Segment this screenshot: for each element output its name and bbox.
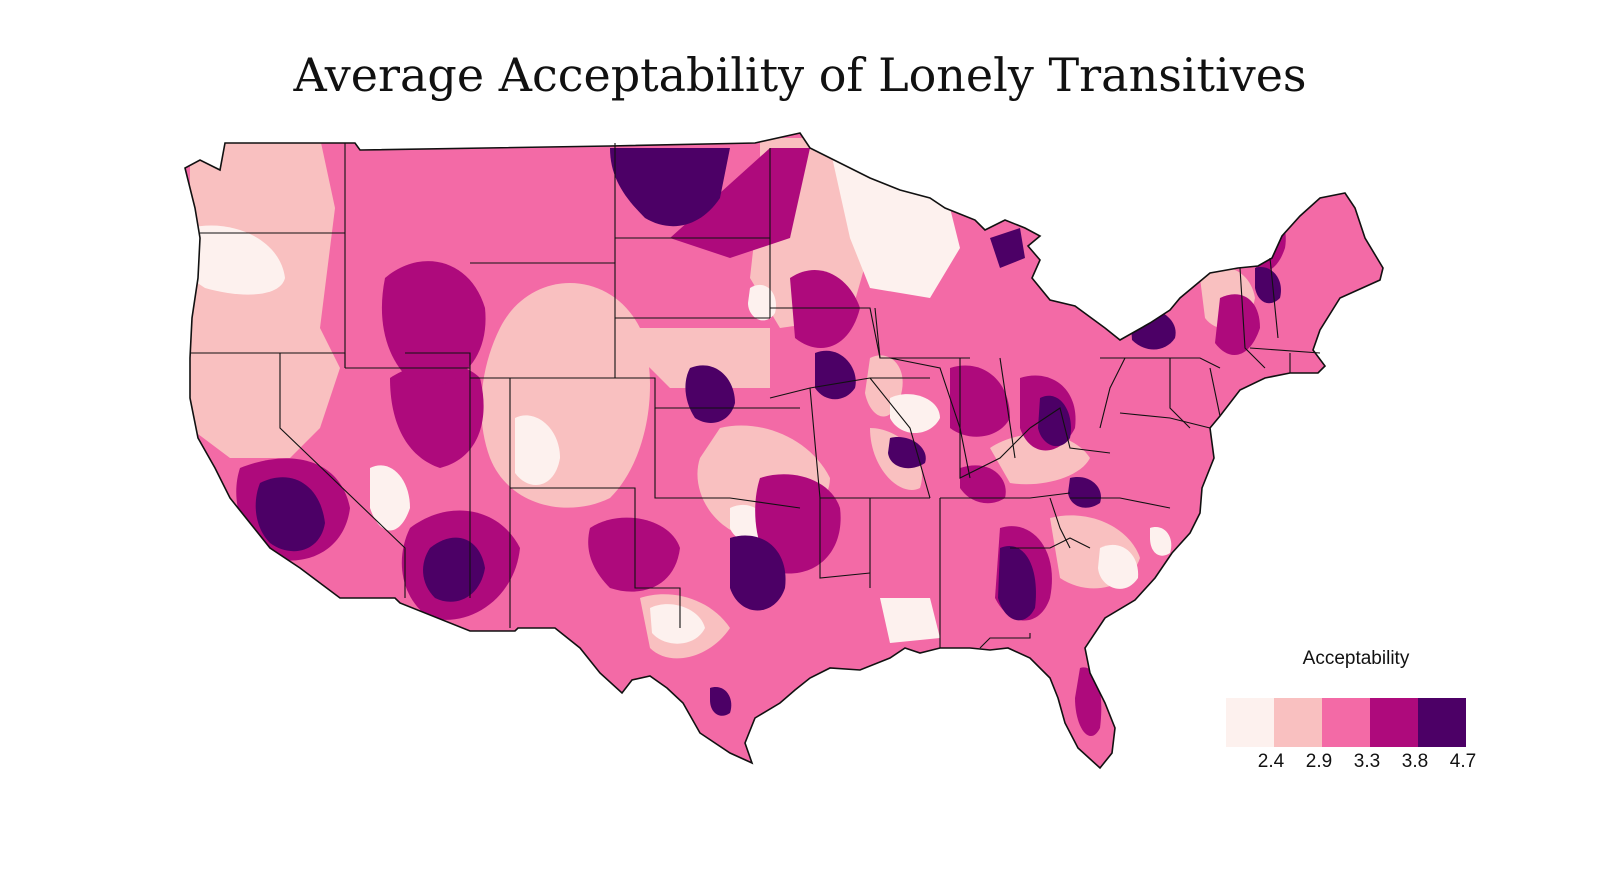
legend-swatch bbox=[1322, 698, 1370, 747]
legend-tick-label: 2.9 bbox=[1305, 751, 1333, 772]
legend-tick-labels: 2.4 2.9 3.3 3.8 4.7 bbox=[1226, 751, 1486, 777]
legend-title: Acceptability bbox=[1302, 648, 1410, 669]
legend-color-scale bbox=[1226, 698, 1466, 747]
legend-tick-label: 3.8 bbox=[1401, 751, 1429, 772]
legend-tick-label: 4.7 bbox=[1449, 751, 1477, 772]
legend-swatch bbox=[1274, 698, 1322, 747]
map-title: Average Acceptability of Lonely Transiti… bbox=[293, 48, 1307, 102]
legend-tick-label: 2.4 bbox=[1257, 751, 1285, 772]
choropleth-map bbox=[184, 132, 1384, 769]
legend-swatch bbox=[1370, 698, 1418, 747]
legend-swatch bbox=[1226, 698, 1274, 747]
legend-swatch bbox=[1418, 698, 1466, 747]
legend-tick-label: 3.3 bbox=[1353, 751, 1381, 772]
